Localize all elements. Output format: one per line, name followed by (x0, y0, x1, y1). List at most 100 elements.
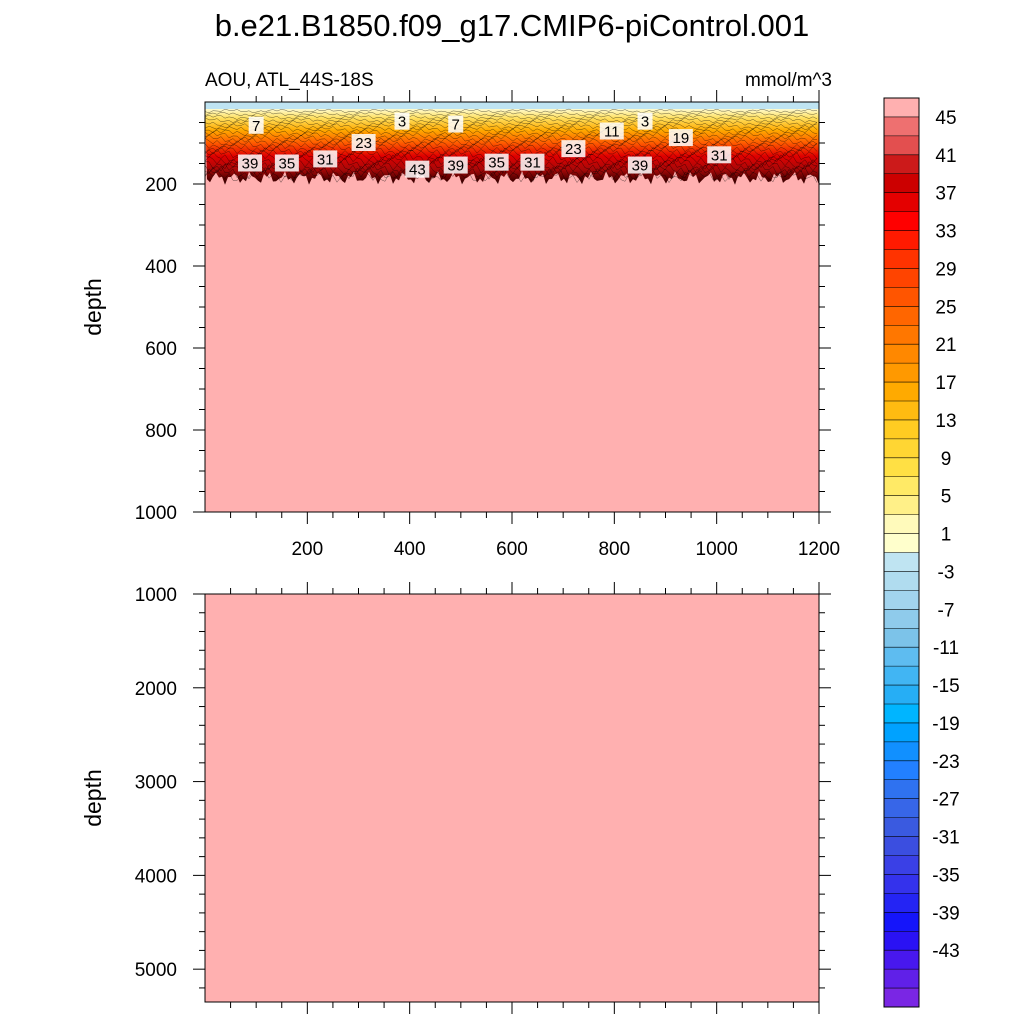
contour-label-bg (274, 154, 299, 172)
contour-label-text: 11 (604, 124, 620, 141)
colorbar-label: 45 (935, 108, 956, 129)
colorbar-swatch (884, 817, 919, 838)
colorbar-swatch (884, 533, 919, 553)
contour-label-text: 3 (641, 114, 649, 131)
contour-line (205, 108, 818, 114)
y-tick-label: 5000 (135, 960, 177, 981)
colorbar-label: 29 (935, 259, 956, 280)
colorbar-label: 21 (935, 335, 956, 356)
colorbar-label: 33 (935, 222, 956, 243)
colorbar-swatch (884, 704, 919, 724)
colorbar-swatch (884, 950, 919, 970)
contour-label: 31 (520, 153, 545, 172)
colorbar-label: -15 (932, 676, 959, 697)
upper-panel: 7 3 7 23 39 35 31 43 39 35 31 23 11 3 19 39 31 200 400 600… (135, 90, 840, 560)
contour-line (205, 125, 818, 134)
contour-label-bg (351, 134, 376, 151)
y-tick-label: 4000 (135, 866, 177, 887)
colorbar-swatch (884, 893, 919, 913)
colorbar-swatch (884, 779, 919, 800)
contour-line (205, 165, 818, 180)
contour-label: 31 (313, 150, 338, 168)
contour-label-bg (443, 156, 468, 174)
colorbar-label: -27 (932, 790, 959, 811)
x-tick-label: 600 (496, 539, 528, 560)
colorbar-label: 37 (935, 184, 956, 205)
contour-label-bg (627, 156, 652, 174)
colorbar-swatch (884, 268, 919, 288)
contour-line (205, 117, 818, 124)
colorbar-swatch (884, 552, 919, 572)
colorbar-swatch (884, 836, 919, 856)
colorbar-swatch (884, 590, 919, 610)
contour-label-bg (248, 116, 264, 134)
contour-label-bg (637, 112, 653, 130)
contour-label-bg (313, 150, 338, 168)
contour-label: 3 (394, 112, 410, 131)
colorbar-swatch (884, 344, 919, 364)
contour-label-bg (484, 153, 509, 171)
upper-contour-lines (205, 108, 818, 184)
contour-label: 39 (627, 156, 652, 175)
x-tick-label: 800 (598, 539, 630, 560)
contour-line (205, 162, 818, 177)
contour-label: 23 (351, 134, 376, 152)
colorbar-swatch (884, 685, 919, 705)
colorbar-swatch (884, 571, 919, 591)
upper-contour-labels: 7 3 7 23 39 35 31 43 39 35 31 23 11 3 19 39 31 (238, 112, 732, 179)
colorbar-swatch (884, 249, 919, 269)
upper-axis-ticks: 200 400 600 800 1000 1200 200 400 600 800 1000 (135, 90, 840, 560)
colorbar-swatch (884, 325, 919, 345)
colorbar-swatch (884, 514, 919, 535)
contour-label-text: 35 (279, 156, 296, 173)
contour-line (205, 131, 818, 140)
contour-label: 23 (561, 140, 586, 158)
contour-label: 43 (405, 160, 430, 179)
colorbar: 45 41 37 33 29 25 21 17 13 9 5 1 -3 -7 -11 -15 -19 -23 -27… (883, 97, 960, 1008)
colorbar-label: 13 (935, 411, 956, 432)
colorbar-label: -35 (932, 865, 959, 886)
x-tick-label: 400 (394, 539, 426, 560)
colorbar-swatch (884, 931, 919, 951)
colorbar-label: 17 (935, 373, 956, 394)
contour-label-bg (394, 112, 410, 130)
colorbar-swatch (884, 401, 919, 421)
colorbar-swatch (884, 192, 919, 213)
colorbar-swatch (884, 647, 919, 667)
y-tick-label: 800 (145, 421, 177, 442)
colorbar-frame (883, 97, 920, 1008)
colorbar-swatch (884, 855, 919, 875)
colorbar-swatch (884, 495, 919, 516)
colorbar-swatch (884, 438, 919, 459)
contour-label-text: 39 (242, 156, 259, 173)
lower-axis-ticks: 1000 2000 3000 4000 5000 (135, 582, 831, 1014)
contour-line (205, 140, 818, 150)
lower-panel: 1000 2000 3000 4000 5000 (135, 582, 831, 1014)
contour-label-text: 39 (447, 158, 464, 175)
contour-label-text: 31 (711, 147, 728, 164)
contour-label-bg (448, 115, 464, 133)
y-tick-label: 1000 (135, 503, 177, 524)
contour-label-text: 23 (355, 135, 372, 152)
contour-line (205, 128, 818, 137)
colorbar-swatch (884, 741, 919, 762)
x-tick-label: 1200 (798, 539, 840, 560)
colorbar-swatch (884, 628, 919, 648)
contour-label-bg (561, 140, 586, 158)
y-tick-label: 400 (145, 257, 177, 278)
colorbar-swatch (884, 666, 919, 686)
upper-left-label: AOU, ATL_44S-18S (205, 70, 374, 91)
colorbar-label: -39 (932, 903, 959, 924)
contour-line (205, 168, 818, 184)
colorbar-label: -31 (932, 828, 959, 849)
y-tick-label: 200 (145, 175, 177, 196)
colorbar-label: -7 (938, 600, 955, 621)
contour-line (205, 111, 818, 117)
contour-label-text: 35 (488, 155, 505, 172)
contour-label-text: 31 (524, 155, 541, 172)
colorbar-swatch (884, 798, 919, 819)
colorbar-swatch (884, 912, 919, 932)
colorbar-swatch (884, 874, 919, 894)
y-tick-label: 600 (145, 339, 177, 360)
colorbar-label: -3 (938, 562, 955, 583)
